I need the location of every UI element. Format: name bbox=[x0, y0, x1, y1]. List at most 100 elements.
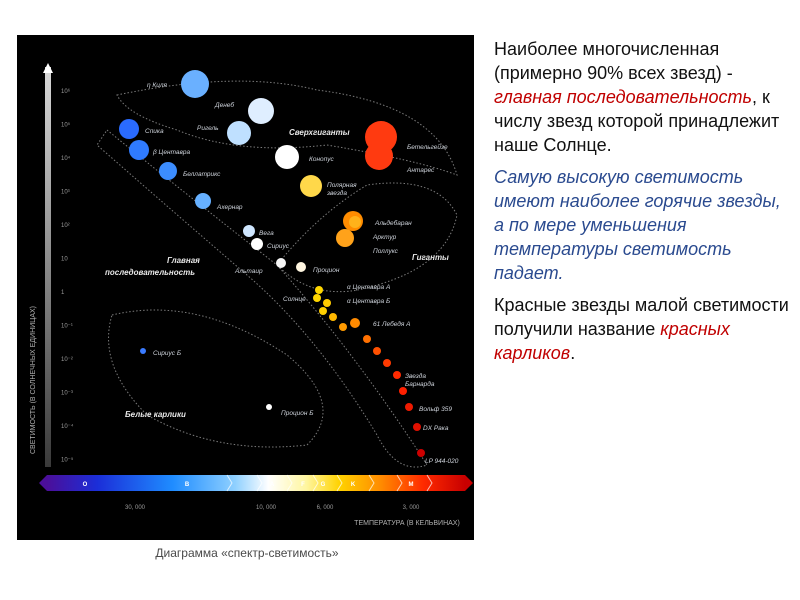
star-label: Спика bbox=[145, 128, 164, 135]
spectral-strip bbox=[47, 475, 465, 491]
star-label: α Центавра А bbox=[347, 284, 390, 291]
star-label: Ригель bbox=[197, 125, 219, 132]
p1-text-c: , к числу звезд которой принадлежит наше… bbox=[494, 87, 780, 155]
spectral-separator bbox=[226, 474, 233, 492]
y-tick-label: 1 bbox=[61, 290, 65, 296]
figure-caption: Диаграмма «спектр-светимость» bbox=[155, 546, 339, 560]
star-marker bbox=[405, 403, 413, 411]
star-marker bbox=[266, 404, 272, 410]
star-marker bbox=[296, 262, 306, 272]
y-tick-label: 10 bbox=[61, 257, 68, 263]
star-marker bbox=[417, 449, 425, 457]
star-marker bbox=[365, 142, 393, 170]
star-label: η Киля bbox=[147, 82, 168, 89]
main-sequence-star bbox=[363, 335, 371, 343]
star-marker bbox=[243, 225, 255, 237]
x-tick-label: 10, 000 bbox=[256, 505, 277, 511]
main-sequence-label-2: последовательность bbox=[105, 268, 195, 277]
y-tick-label: 10⁻³ bbox=[61, 391, 73, 397]
star-label: Сириус bbox=[267, 243, 290, 250]
spectral-class-label: F bbox=[301, 482, 305, 488]
main-sequence-outline bbox=[96, 129, 428, 468]
star-label: DX Рака bbox=[423, 425, 449, 432]
white-dwarfs-label: Белые карлики bbox=[125, 410, 186, 419]
spectral-strip-left-arrow bbox=[39, 475, 47, 491]
y-axis-arrow bbox=[43, 63, 53, 73]
p1-highlight: главная последовательность bbox=[494, 87, 753, 107]
star-label: Вольф 359 bbox=[419, 406, 452, 413]
star-marker bbox=[350, 318, 360, 328]
text-column: Наиболее многочисленная (примерно 90% вс… bbox=[494, 37, 794, 373]
spectral-separator bbox=[368, 474, 375, 492]
star-label: Процион bbox=[313, 267, 340, 274]
spectral-separator bbox=[256, 474, 263, 492]
main-sequence-star bbox=[319, 307, 327, 315]
y-axis-bar bbox=[45, 67, 51, 467]
giants-outline bbox=[276, 182, 458, 293]
giants-label: Гиганты bbox=[412, 253, 449, 262]
star-marker bbox=[413, 423, 421, 431]
spectral-separator bbox=[286, 474, 293, 492]
star-marker bbox=[140, 348, 146, 354]
star-marker bbox=[276, 258, 286, 268]
star-label: Процион Б bbox=[281, 410, 314, 417]
spectral-class-label: G bbox=[321, 482, 326, 488]
white-dwarfs-outline bbox=[108, 309, 324, 448]
main-sequence-label-1: Главная bbox=[167, 256, 200, 265]
main-sequence-star bbox=[399, 387, 407, 395]
star-marker bbox=[336, 229, 354, 247]
star-label: Беллатрикс bbox=[183, 171, 221, 178]
p3-highlight: красных карликов bbox=[494, 319, 730, 363]
spectral-strip-right-arrow bbox=[465, 475, 473, 491]
main-sequence-star bbox=[339, 323, 347, 331]
main-sequence-star bbox=[329, 313, 337, 321]
y-axis-label: СВЕТИМОСТЬ (В СОЛНЕЧНЫХ ЕДИНИЦАХ) bbox=[30, 306, 37, 454]
star-marker bbox=[300, 175, 322, 197]
p1-text-a: Наиболее многочисленная (примерно 90% вс… bbox=[494, 39, 733, 83]
spectral-separator bbox=[396, 474, 403, 492]
star-marker bbox=[248, 98, 274, 124]
star-marker bbox=[315, 286, 323, 294]
x-tick-label: 6, 000 bbox=[317, 505, 334, 511]
star-marker bbox=[227, 121, 251, 145]
star-label: 61 Лебедя А bbox=[373, 320, 411, 328]
y-tick-label: 10⁻⁴ bbox=[61, 423, 74, 430]
star-label: Ахернар bbox=[216, 204, 243, 211]
star-label: α Центавра Б bbox=[347, 298, 390, 305]
spectral-class-label: A bbox=[270, 482, 275, 488]
x-tick-label: 3, 000 bbox=[403, 505, 420, 511]
star-marker bbox=[159, 162, 177, 180]
star-label: Солнце bbox=[283, 296, 306, 303]
x-tick-label: 30, 000 bbox=[125, 505, 146, 511]
star-marker bbox=[181, 70, 209, 98]
star-label: Денеб bbox=[214, 101, 234, 109]
y-ticks: 10⁶ 10⁵ 10⁴ 10³ 10² 10 1 10⁻¹ 10⁻² 10⁻³ 10⁻⁴ 10⁻⁵ bbox=[61, 88, 74, 464]
star-label: Полярная звезда bbox=[326, 182, 357, 197]
y-tick-label: 10³ bbox=[61, 190, 70, 196]
y-tick-label: 10⁻⁵ bbox=[61, 457, 74, 464]
spectral-separator bbox=[426, 474, 433, 492]
star-label: Конопус bbox=[309, 156, 334, 163]
y-tick-label: 10⁵ bbox=[61, 122, 71, 129]
star-marker bbox=[393, 371, 401, 379]
star-label: Вега bbox=[259, 230, 274, 237]
supergiants-outline bbox=[116, 80, 458, 176]
star-label: Бетельгейзе bbox=[407, 143, 448, 151]
star-label: Антарес bbox=[406, 167, 435, 174]
stars: η Киля Денеб Ригель Спика β Центавра Беллатри… bbox=[119, 70, 459, 465]
y-tick-label: 10⁻² bbox=[61, 357, 73, 363]
star-label: Альтаир bbox=[234, 268, 263, 275]
star-marker bbox=[195, 193, 211, 209]
p3-text-a: Красные звезды малой светимости получили… bbox=[494, 295, 789, 339]
star-label: Арктур bbox=[372, 234, 397, 241]
supergiants-label: Сверхгиганты bbox=[289, 128, 350, 137]
star-label: Звезда Барнарда bbox=[405, 372, 435, 388]
star-marker bbox=[119, 119, 139, 139]
star-label: Поллукс bbox=[373, 248, 399, 255]
spectral-class-label: O bbox=[83, 482, 88, 488]
paragraph-main-sequence: Наиболее многочисленная (примерно 90% вс… bbox=[494, 37, 794, 157]
star-label: LP 944-020 bbox=[425, 458, 459, 465]
star-marker bbox=[251, 238, 263, 250]
paragraph-luminosity: Самую высокую светимость имеют наиболее … bbox=[494, 167, 781, 283]
y-tick-label: 10² bbox=[61, 223, 70, 229]
